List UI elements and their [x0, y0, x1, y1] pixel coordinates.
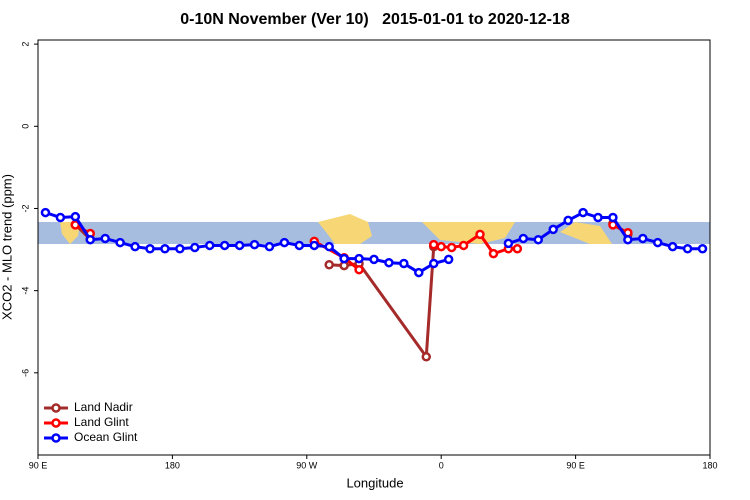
series-point — [593, 212, 603, 223]
series-point — [443, 254, 454, 265]
map-land — [560, 222, 612, 244]
y-tick-label: -6 — [20, 369, 30, 377]
y-tick-label: 0 — [20, 124, 30, 129]
series-point — [652, 237, 663, 248]
series-point — [458, 240, 469, 251]
y-tick-label: -2 — [20, 204, 30, 212]
series-point — [354, 264, 364, 275]
series-point — [428, 239, 439, 250]
series-point — [219, 240, 230, 251]
legend-marker — [51, 433, 61, 443]
series-point — [548, 224, 558, 235]
series-point — [160, 243, 170, 254]
series-point — [503, 238, 514, 249]
series-point — [264, 241, 275, 252]
series-point — [414, 267, 424, 278]
legend-label: Land Nadir — [74, 400, 133, 414]
series-point — [638, 233, 648, 244]
series-point — [488, 248, 499, 259]
series-point — [533, 234, 544, 245]
series-point — [145, 243, 155, 254]
series-point — [399, 258, 409, 269]
series-point — [324, 260, 334, 270]
series-point — [234, 240, 245, 251]
series-point — [421, 352, 432, 362]
x-tick-label: 90 E — [566, 460, 585, 470]
legend-label: Ocean Glint — [74, 430, 138, 444]
series-point — [667, 241, 678, 252]
series-point — [55, 212, 66, 223]
map-land — [422, 222, 515, 244]
x-tick-label: 180 — [702, 460, 717, 470]
series-point — [563, 215, 573, 226]
series-point — [578, 207, 588, 218]
series-point — [70, 211, 81, 222]
series-point — [436, 241, 446, 252]
y-tick-label: 2 — [20, 42, 30, 47]
series-point — [512, 243, 523, 254]
x-tick-label: 90 W — [296, 460, 318, 470]
series-point — [475, 229, 485, 240]
series-point — [354, 253, 364, 264]
x-tick-label: 90 E — [29, 460, 48, 470]
series-point — [279, 237, 290, 248]
series-point — [190, 242, 200, 253]
series-point — [697, 243, 708, 254]
series-point — [175, 243, 185, 254]
series-point — [204, 240, 215, 251]
series-point — [339, 253, 349, 264]
series-point — [623, 234, 633, 245]
map-land — [318, 214, 372, 244]
series-point — [682, 243, 693, 254]
series-point — [100, 233, 110, 244]
series-point — [249, 239, 260, 250]
series-point — [309, 240, 320, 251]
series-point — [40, 207, 51, 218]
chart-title: 0-10N November (Ver 10) 2015-01-01 to 20… — [180, 11, 570, 28]
legend-marker — [51, 418, 61, 428]
series-point — [518, 233, 529, 244]
series-point — [85, 234, 96, 245]
series-point — [294, 240, 305, 251]
legend-label: Land Glint — [74, 415, 129, 429]
series-point — [428, 258, 439, 269]
series-point — [115, 237, 125, 248]
x-axis-label: Longitude — [346, 475, 403, 490]
legend-marker — [51, 403, 61, 413]
series-point — [384, 257, 394, 268]
series-point — [369, 254, 379, 265]
series-point — [324, 241, 334, 252]
plot-frame — [37, 39, 711, 456]
y-axis-label: XCO2 - MLO trend (ppm) — [0, 174, 14, 320]
y-tick-label: -4 — [20, 287, 30, 295]
series-point — [130, 241, 140, 252]
series-point — [446, 242, 457, 253]
x-tick-label: 180 — [165, 460, 180, 470]
x-tick-label: 0 — [439, 460, 444, 470]
series-point — [608, 212, 618, 223]
